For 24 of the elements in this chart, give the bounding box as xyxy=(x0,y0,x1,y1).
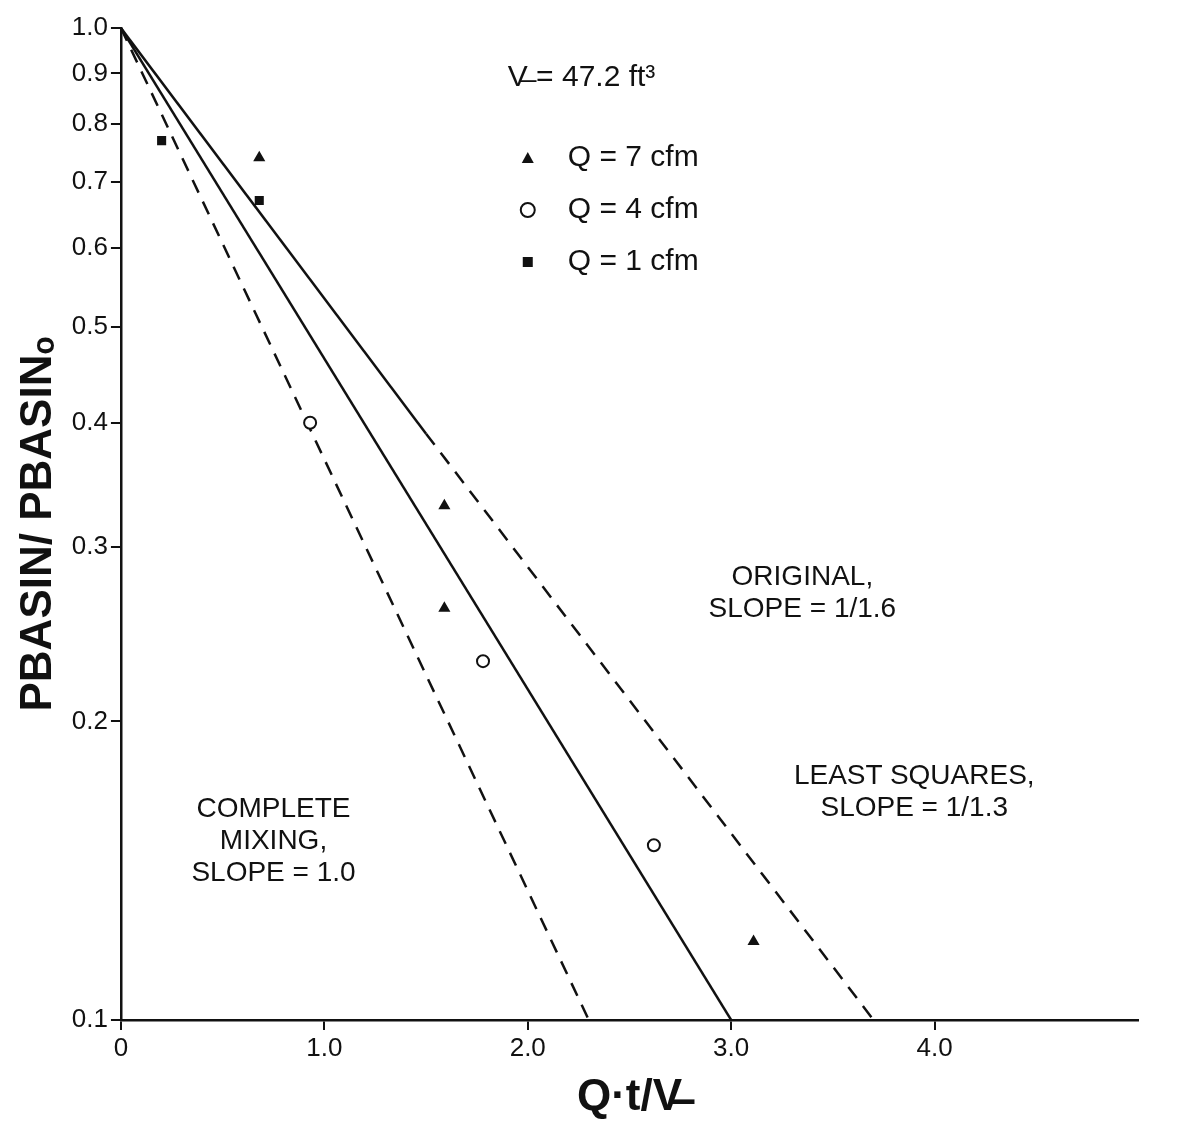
y-tick-label: 1.0 xyxy=(71,11,108,42)
y-tick-label: 0.7 xyxy=(71,164,108,195)
y-axis-title: PBASIN/ PBASINₒ xyxy=(10,336,60,712)
annotation: LEAST SQUARES, SLOPE = 1/1.3 xyxy=(793,758,1035,822)
y-tick-label: 0.9 xyxy=(71,56,108,87)
x-tick-label: 0 xyxy=(113,1031,129,1062)
x-tick-label: 2.0 xyxy=(509,1031,546,1062)
legend-label: Q = 1 cfm xyxy=(567,243,699,277)
legend-label: Q = 7 cfm xyxy=(567,139,699,173)
y-tick-label: 0.2 xyxy=(71,704,108,735)
x-tick-label: 4.0 xyxy=(916,1031,953,1062)
x-tick-label: 3.0 xyxy=(713,1031,750,1062)
x-tick-label: 1.0 xyxy=(306,1031,343,1062)
legend-label: Q = 4 cfm xyxy=(567,191,699,225)
y-tick-label: 0.4 xyxy=(71,405,108,436)
y-tick-label: 0.6 xyxy=(71,231,108,262)
annotation: ORIGINAL, SLOPE = 1/1.6 xyxy=(708,560,897,624)
y-tick-label: 0.8 xyxy=(71,107,108,138)
legend-title: V̶ = 47.2 ft³ xyxy=(507,59,656,93)
annotation: COMPLETE MIXING, SLOPE = 1.0 xyxy=(191,792,356,888)
y-tick-label: 0.3 xyxy=(71,529,108,560)
y-tick-label: 0.1 xyxy=(71,1003,108,1034)
x-axis-title: Q·t/V̶ xyxy=(576,1069,696,1119)
y-tick-label: 0.5 xyxy=(71,309,108,340)
